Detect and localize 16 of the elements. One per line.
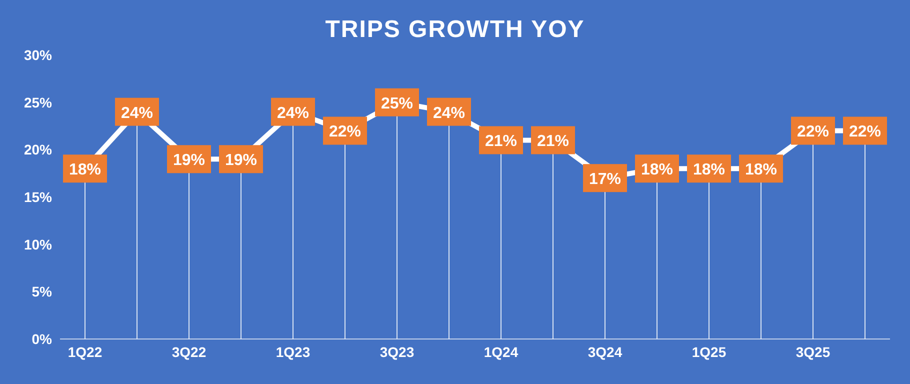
y-tick-label: 10% xyxy=(24,236,53,252)
x-tick-label: 3Q23 xyxy=(380,344,414,360)
x-tick-label: 3Q25 xyxy=(796,344,830,360)
y-tick-label: 25% xyxy=(24,94,53,110)
y-tick-label: 5% xyxy=(32,284,53,300)
x-tick-label: 3Q24 xyxy=(588,344,622,360)
x-tick-label: 1Q22 xyxy=(68,344,102,360)
x-tick-label: 1Q24 xyxy=(484,344,518,360)
y-tick-label: 30% xyxy=(24,46,53,63)
x-tick-label: 1Q25 xyxy=(692,344,726,360)
chart-title: TRIPS GROWTH YOY xyxy=(324,16,586,44)
x-tick-label: 3Q22 xyxy=(172,344,206,360)
x-tick-label: 1Q23 xyxy=(276,344,310,360)
y-tick-label: 0% xyxy=(32,330,53,347)
y-tick-label: 20% xyxy=(24,142,53,158)
y-tick-label: 15% xyxy=(24,188,53,205)
